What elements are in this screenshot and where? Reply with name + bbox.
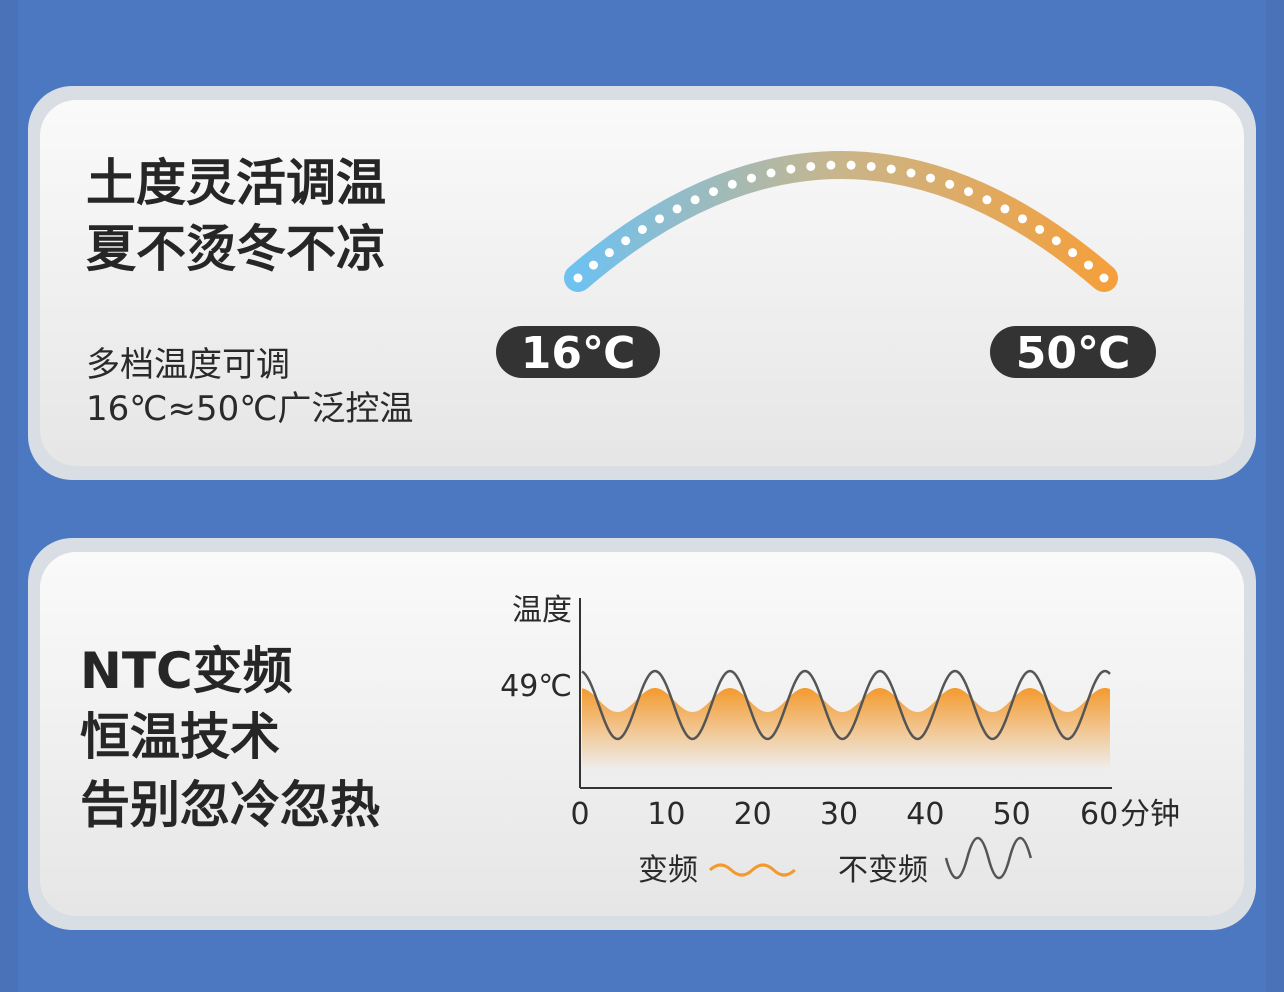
x-tick-label: 40	[906, 797, 944, 832]
arc-dot	[1000, 204, 1010, 214]
title-line: 恒温技术	[80, 708, 280, 766]
x-tick-label: 30	[820, 797, 858, 832]
arc-dot	[672, 204, 682, 214]
legend-label: 不变频	[838, 853, 928, 888]
arc-dot	[690, 195, 700, 205]
arc-dot	[1068, 248, 1078, 258]
arc-dot	[964, 187, 974, 197]
arc-dot	[866, 161, 876, 171]
legend-swatch	[708, 863, 796, 877]
arc-dot	[945, 179, 955, 189]
subtitle-line: 多档温度可调	[86, 345, 290, 385]
arc-dot	[1035, 224, 1045, 234]
title-line: 夏不烫冬不凉	[86, 220, 386, 278]
arc-dot	[573, 273, 583, 283]
arc-dot	[588, 260, 598, 270]
title-line: 土度灵活调温	[86, 154, 386, 212]
x-ticks: 0 10 20 30 40 50 60	[570, 797, 1118, 832]
arc-dot	[886, 164, 896, 174]
x-tick-label: 50	[993, 797, 1031, 832]
min-label: 16℃	[521, 328, 636, 379]
y-axis-label: 温度	[512, 593, 572, 628]
title-line: NTC变频	[80, 642, 293, 700]
arc-dot	[766, 168, 776, 178]
legend-label: 变频	[638, 853, 698, 888]
arc-dot	[708, 187, 718, 197]
arc-dot	[621, 236, 631, 246]
arc-dot	[982, 195, 992, 205]
x-tick-label: 60	[1080, 797, 1118, 832]
y-marker: 49℃	[500, 669, 572, 704]
pill	[990, 326, 1156, 378]
temperature-arc	[564, 151, 1118, 292]
arc-dot	[826, 160, 836, 170]
x-tick-label: 10	[647, 797, 685, 832]
subtitle-line: 16℃≈50℃广泛控温	[86, 389, 413, 429]
arc-dot	[604, 248, 614, 258]
arc-dot	[637, 224, 647, 234]
title-line: 告别忽冷忽热	[80, 776, 380, 834]
arc-dot	[906, 168, 916, 178]
arc-dot	[1099, 273, 1109, 283]
max-label: 50℃	[1016, 328, 1131, 379]
x-tick-label: 0	[570, 797, 589, 832]
x-unit: 分钟	[1120, 797, 1180, 832]
x-tick-label: 20	[734, 797, 772, 832]
arc-dot	[926, 173, 936, 183]
fixed-wave	[581, 669, 1111, 741]
waves	[581, 669, 1111, 770]
arc-dots	[573, 160, 1109, 283]
arc-dot	[727, 179, 737, 189]
arc-dot	[806, 161, 816, 171]
arc-dot	[1017, 214, 1027, 224]
legend-swatch	[944, 836, 1033, 880]
arc-dot	[846, 160, 856, 170]
arc-dot	[655, 214, 665, 224]
variable-area	[582, 688, 1110, 770]
arc-dot	[1051, 236, 1061, 246]
pill	[496, 326, 660, 378]
arc-dot	[1084, 260, 1094, 270]
arc-dot	[786, 164, 796, 174]
arc-dot	[746, 173, 756, 183]
